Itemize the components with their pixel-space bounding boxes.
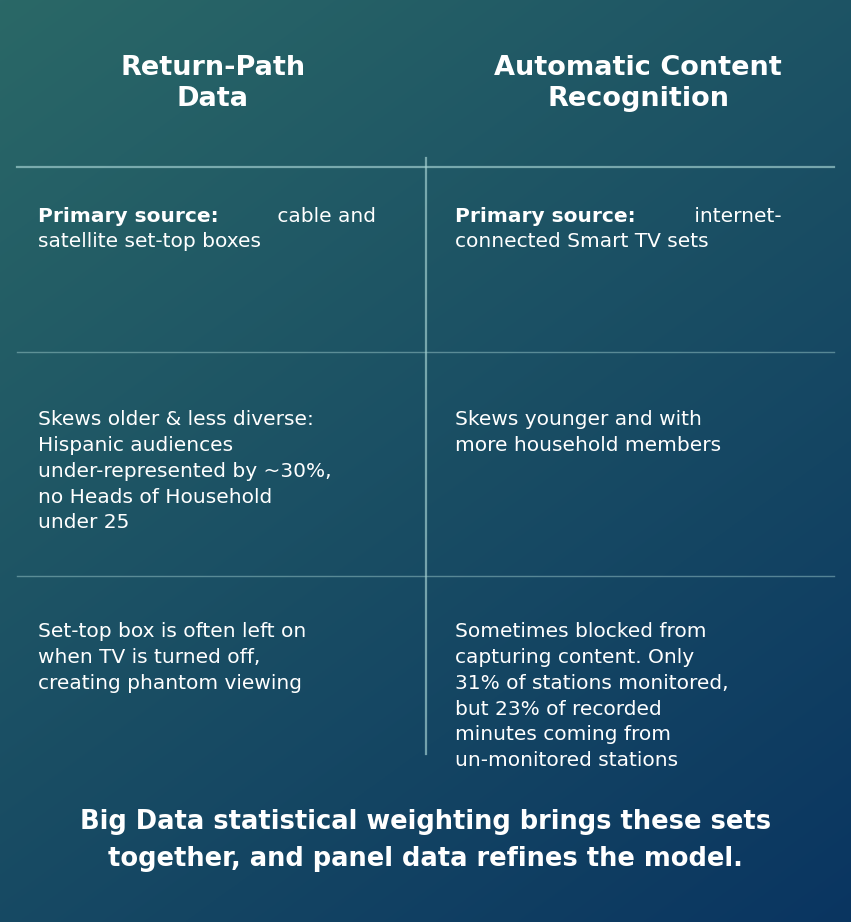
Text: satellite set-top boxes: satellite set-top boxes: [38, 231, 261, 251]
Text: Set-top box is often left on
when TV is turned off,
creating phantom viewing: Set-top box is often left on when TV is …: [38, 622, 306, 692]
Text: Skews younger and with
more household members: Skews younger and with more household me…: [455, 410, 722, 455]
Text: Primary source:: Primary source:: [38, 207, 219, 226]
Text: Big Data statistical weighting brings these sets
together, and panel data refine: Big Data statistical weighting brings th…: [80, 810, 771, 872]
Text: Return-Path
Data: Return-Path Data: [120, 55, 306, 112]
Text: connected Smart TV sets: connected Smart TV sets: [455, 231, 709, 251]
Text: internet-: internet-: [688, 207, 782, 226]
Text: Primary source:: Primary source:: [455, 207, 636, 226]
Text: Skews older & less diverse:
Hispanic audiences
under-represented by ~30%,
no Hea: Skews older & less diverse: Hispanic aud…: [38, 410, 332, 532]
Text: cable and: cable and: [271, 207, 376, 226]
Text: Automatic Content
Recognition: Automatic Content Recognition: [494, 55, 782, 112]
Text: Sometimes blocked from
capturing content. Only
31% of stations monitored,
but 23: Sometimes blocked from capturing content…: [455, 622, 729, 770]
